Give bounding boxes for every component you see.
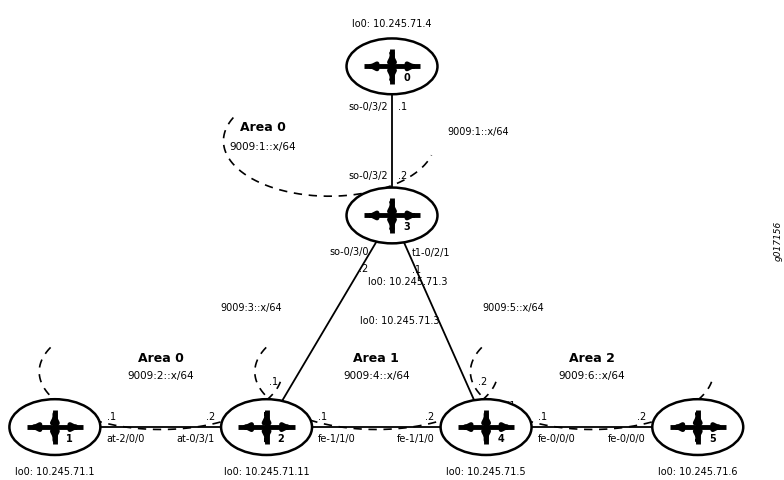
Text: 9009:6::x/64: 9009:6::x/64 [559, 371, 625, 380]
Text: .2: .2 [359, 264, 368, 274]
Circle shape [221, 399, 312, 455]
Text: .1: .1 [269, 377, 278, 386]
Text: 9009:1::x/64: 9009:1::x/64 [230, 142, 296, 151]
Text: 3: 3 [403, 222, 410, 231]
Text: lo0: 10.245.71.4: lo0: 10.245.71.4 [352, 19, 432, 29]
Text: 2: 2 [278, 433, 285, 443]
Text: lo0: 10.245.71.3: lo0: 10.245.71.3 [360, 316, 440, 326]
Text: Area 2: Area 2 [569, 351, 615, 364]
Text: 9009:5::x/64: 9009:5::x/64 [482, 302, 544, 312]
Text: lo0: 10.245.71.1: lo0: 10.245.71.1 [15, 466, 95, 476]
Text: so-0/3/2: so-0/3/2 [348, 102, 388, 112]
Text: Area 0: Area 0 [240, 120, 285, 134]
Text: lo0: 10.245.71.11: lo0: 10.245.71.11 [223, 466, 310, 476]
Text: .2: .2 [425, 411, 434, 421]
Text: fe-0/0/0: fe-0/0/0 [608, 433, 646, 444]
Text: lo0: 10.245.71.6: lo0: 10.245.71.6 [658, 466, 738, 476]
Text: 1: 1 [66, 433, 73, 443]
Circle shape [347, 39, 437, 95]
Text: 9009:3::x/64: 9009:3::x/64 [220, 302, 282, 312]
Text: g017156: g017156 [774, 220, 783, 260]
Text: so-0/3/2: so-0/3/2 [348, 171, 388, 181]
Circle shape [441, 399, 532, 455]
Text: at-2/0/0: at-2/0/0 [107, 433, 145, 444]
Text: 0: 0 [403, 73, 410, 83]
Text: .2: .2 [398, 171, 408, 181]
Text: fe-1/1/0: fe-1/1/0 [318, 433, 356, 444]
Text: Area 1: Area 1 [354, 351, 399, 364]
Text: t1-0/2/1: t1-0/2/1 [412, 248, 450, 258]
Text: .2: .2 [637, 411, 646, 421]
Text: 9009:1::x/64: 9009:1::x/64 [447, 127, 509, 137]
Text: lo0: 10.245.71.5: lo0: 10.245.71.5 [446, 466, 526, 476]
Text: lo0: 10.245.71.3: lo0: 10.245.71.3 [368, 276, 448, 287]
Text: .1: .1 [412, 264, 421, 275]
Text: .1: .1 [318, 411, 328, 421]
Text: Area 0: Area 0 [138, 351, 183, 364]
Circle shape [652, 399, 743, 455]
Text: 5: 5 [709, 433, 716, 443]
Text: 4: 4 [497, 433, 504, 443]
Text: 9009:4::x/64: 9009:4::x/64 [343, 371, 409, 380]
Circle shape [347, 188, 437, 244]
Circle shape [9, 399, 100, 455]
Text: 9009:2::x/64: 9009:2::x/64 [128, 371, 194, 380]
Text: .2: .2 [205, 411, 215, 421]
Text: fe-0/0/0: fe-0/0/0 [538, 433, 575, 444]
Text: fe-1/1/0: fe-1/1/0 [397, 433, 434, 444]
Text: t1-0/2/1: t1-0/2/1 [478, 400, 517, 410]
Text: so-0/2/0: so-0/2/0 [238, 401, 278, 411]
Text: .1: .1 [107, 411, 116, 421]
Text: so-0/3/0: so-0/3/0 [329, 247, 368, 257]
Text: at-0/3/1: at-0/3/1 [176, 433, 215, 444]
Text: .2: .2 [478, 376, 488, 386]
Text: .1: .1 [398, 102, 408, 112]
Text: .1: .1 [538, 411, 547, 421]
